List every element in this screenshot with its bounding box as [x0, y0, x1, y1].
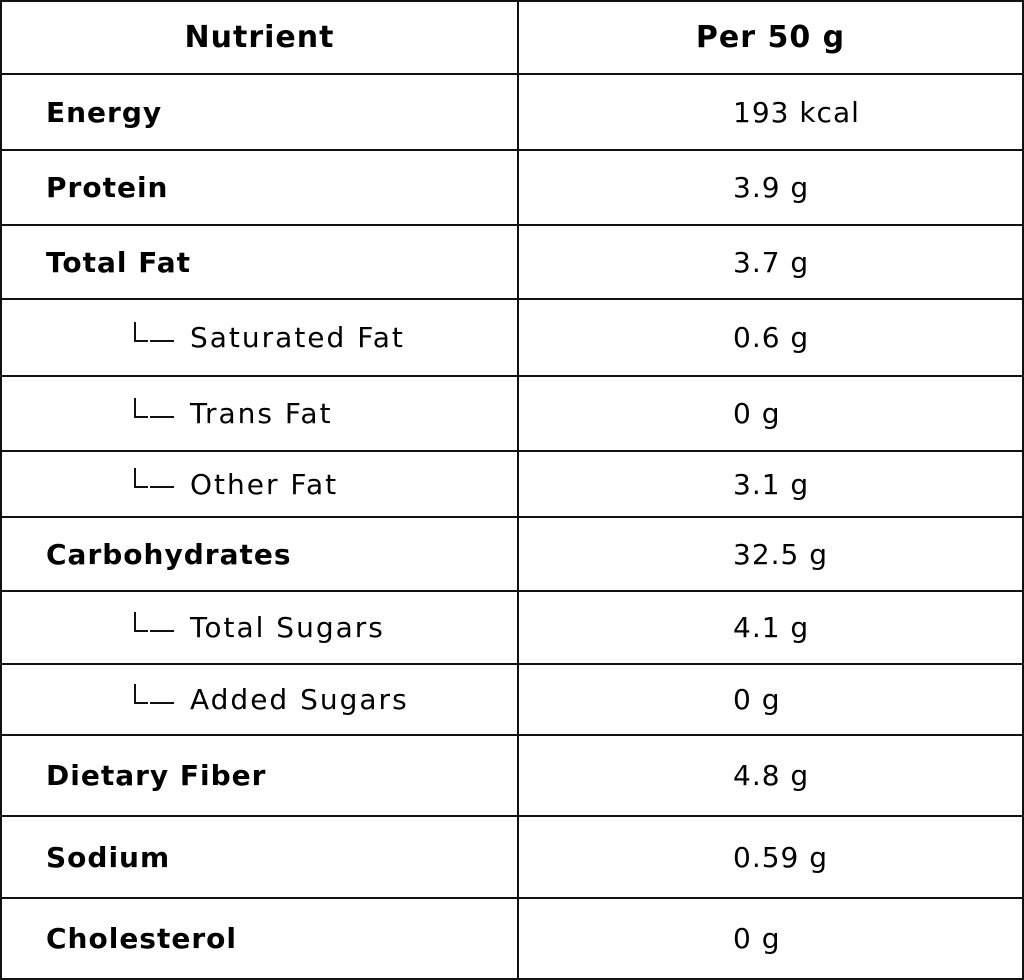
nutrient-label-text: Protein [46, 171, 169, 204]
sub-nutrient-value-text: 0.6 g [733, 321, 810, 354]
sub-nutrient-value: 0.6 g [519, 300, 1022, 377]
sub-nutrient-label-text: Total Sugars [190, 611, 385, 644]
sub-nutrient-value: 0 g [519, 665, 1022, 736]
sub-nutrient-value: 4.1 g [519, 592, 1022, 665]
header-nutrient: Nutrient [2, 2, 519, 75]
header-amount: Per 50 g [519, 2, 1022, 75]
nutrient-value-text: 32.5 g [733, 537, 829, 571]
tree-connector [134, 321, 176, 342]
sub-nutrient-label: Total Sugars [2, 592, 519, 665]
sub-nutrient-label-text: Other Fat [190, 467, 339, 501]
sub-nutrient-value-text: 0 g [733, 397, 781, 430]
nutrient-label-text: Total Fat [46, 245, 192, 279]
nutrient-value: 193 kcal [519, 75, 1022, 151]
nutrient-label: Sodium [2, 817, 519, 899]
nutrient-value: 3.9 g [519, 151, 1022, 226]
nutrient-label-text: Energy [46, 95, 163, 129]
sub-nutrient-value-text: 3.1 g [733, 467, 810, 501]
nutrient-value: 0.59 g [519, 817, 1022, 899]
nutrient-value-text: 4.8 g [733, 759, 810, 792]
nutrient-value-text: 193 kcal [733, 95, 860, 129]
sub-nutrient-label: Trans Fat [2, 377, 519, 452]
tree-connector [134, 683, 176, 704]
tree-connector [134, 468, 176, 488]
sub-nutrient-value: 0 g [519, 377, 1022, 452]
sub-nutrient-value-text: 0 g [733, 683, 781, 716]
header-amount-text: Per 50 g [695, 20, 846, 55]
nutrient-label-text: Cholesterol [46, 922, 237, 955]
header-nutrient-text: Nutrient [184, 20, 335, 55]
nutrient-label: Total Fat [2, 226, 519, 300]
sub-nutrient-value: 3.1 g [519, 452, 1022, 518]
nutrient-label: Cholesterol [2, 899, 519, 980]
nutrient-value: 0 g [519, 899, 1022, 980]
tree-connector [134, 397, 176, 418]
sub-nutrient-label: Other Fat [2, 452, 519, 518]
nutrient-value: 3.7 g [519, 226, 1022, 300]
sub-nutrient-label-text: Added Sugars [190, 683, 409, 716]
nutrient-label-text: Carbohydrates [46, 537, 292, 571]
nutrient-value-text: 0.59 g [733, 840, 829, 874]
nutrient-value: 4.8 g [519, 736, 1022, 817]
nutrient-label-text: Dietary Fiber [46, 759, 267, 792]
sub-nutrient-label: Added Sugars [2, 665, 519, 736]
nutrient-label-text: Sodium [46, 840, 171, 874]
tree-connector [134, 611, 176, 632]
sub-nutrient-label: Saturated Fat [2, 300, 519, 377]
nutrient-label: Energy [2, 75, 519, 151]
sub-nutrient-label-text: Trans Fat [190, 397, 333, 430]
sub-nutrient-label-text: Saturated Fat [190, 321, 405, 354]
nutrient-label: Carbohydrates [2, 518, 519, 592]
nutrient-value: 32.5 g [519, 518, 1022, 592]
nutrient-value-text: 0 g [733, 922, 781, 955]
sub-nutrient-value-text: 4.1 g [733, 611, 810, 644]
nutrient-value-text: 3.7 g [733, 245, 810, 279]
nutrient-label: Dietary Fiber [2, 736, 519, 817]
nutrient-label: Protein [2, 151, 519, 226]
nutrient-value-text: 3.9 g [733, 171, 810, 204]
